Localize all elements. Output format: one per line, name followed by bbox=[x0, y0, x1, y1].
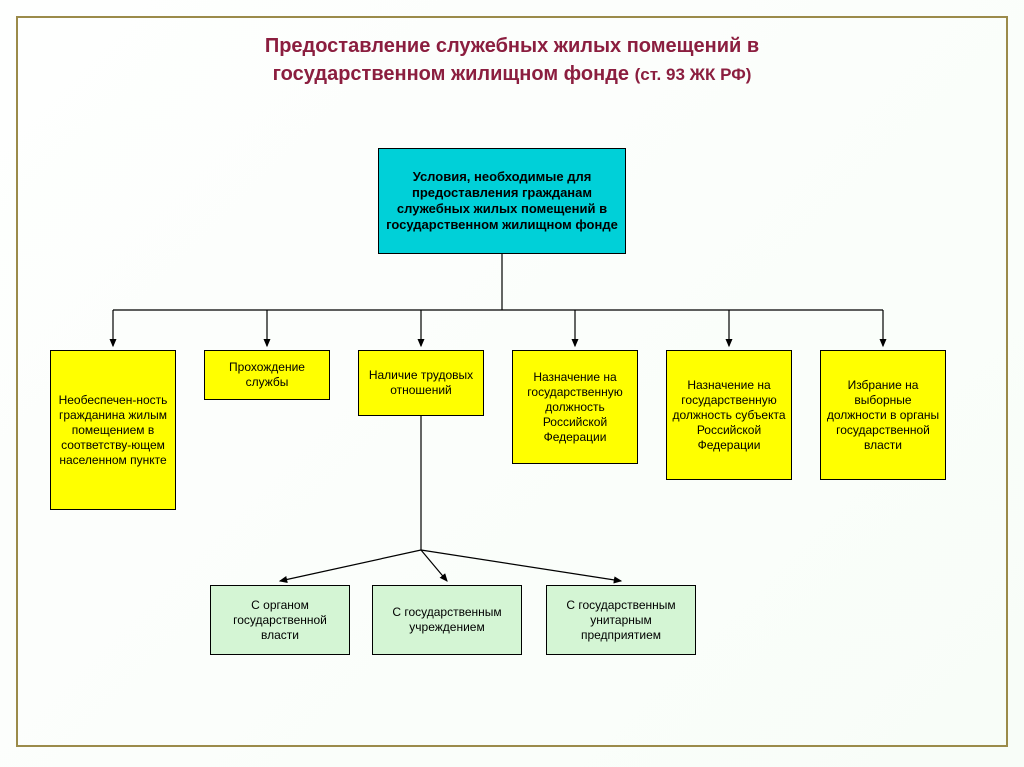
level3-box-1: С государственным учреждением bbox=[372, 585, 522, 655]
level2-box-5: Избрание на выборные должности в органы … bbox=[820, 350, 946, 480]
level2-box-2: Наличие трудовых отношений bbox=[358, 350, 484, 416]
level2-text-4: Назначение на государственную должность … bbox=[671, 378, 787, 453]
page-title: Предоставление служебных жилых помещений… bbox=[0, 32, 1024, 88]
level2-text-5: Избрание на выборные должности в органы … bbox=[825, 378, 941, 453]
level2-text-1: Прохождение службы bbox=[209, 360, 325, 390]
root-text: Условия, необходимые для предоставления … bbox=[383, 169, 621, 234]
level2-text-3: Назначение на государственную должность … bbox=[517, 370, 633, 445]
level3-box-2: С государственным унитарным предприятием bbox=[546, 585, 696, 655]
level3-box-0: С органом государственной власти bbox=[210, 585, 350, 655]
level3-text-1: С государственным учреждением bbox=[377, 605, 517, 635]
title-suffix: (ст. 93 ЖК РФ) bbox=[635, 65, 752, 84]
root-conditions-box: Условия, необходимые для предоставления … bbox=[378, 148, 626, 254]
title-line-1: Предоставление служебных жилых помещений… bbox=[265, 35, 759, 57]
level2-box-1: Прохождение службы bbox=[204, 350, 330, 400]
level2-box-0: Необеспечен-ность гражданина жилым помещ… bbox=[50, 350, 176, 510]
level2-text-2: Наличие трудовых отношений bbox=[363, 368, 479, 398]
level2-box-3: Назначение на государственную должность … bbox=[512, 350, 638, 464]
level2-text-0: Необеспечен-ность гражданина жилым помещ… bbox=[55, 393, 171, 468]
title-line-2: государственном жилищном фонде bbox=[273, 63, 629, 85]
level3-text-2: С государственным унитарным предприятием bbox=[551, 598, 691, 643]
level2-box-4: Назначение на государственную должность … bbox=[666, 350, 792, 480]
level3-text-0: С органом государственной власти bbox=[215, 598, 345, 643]
